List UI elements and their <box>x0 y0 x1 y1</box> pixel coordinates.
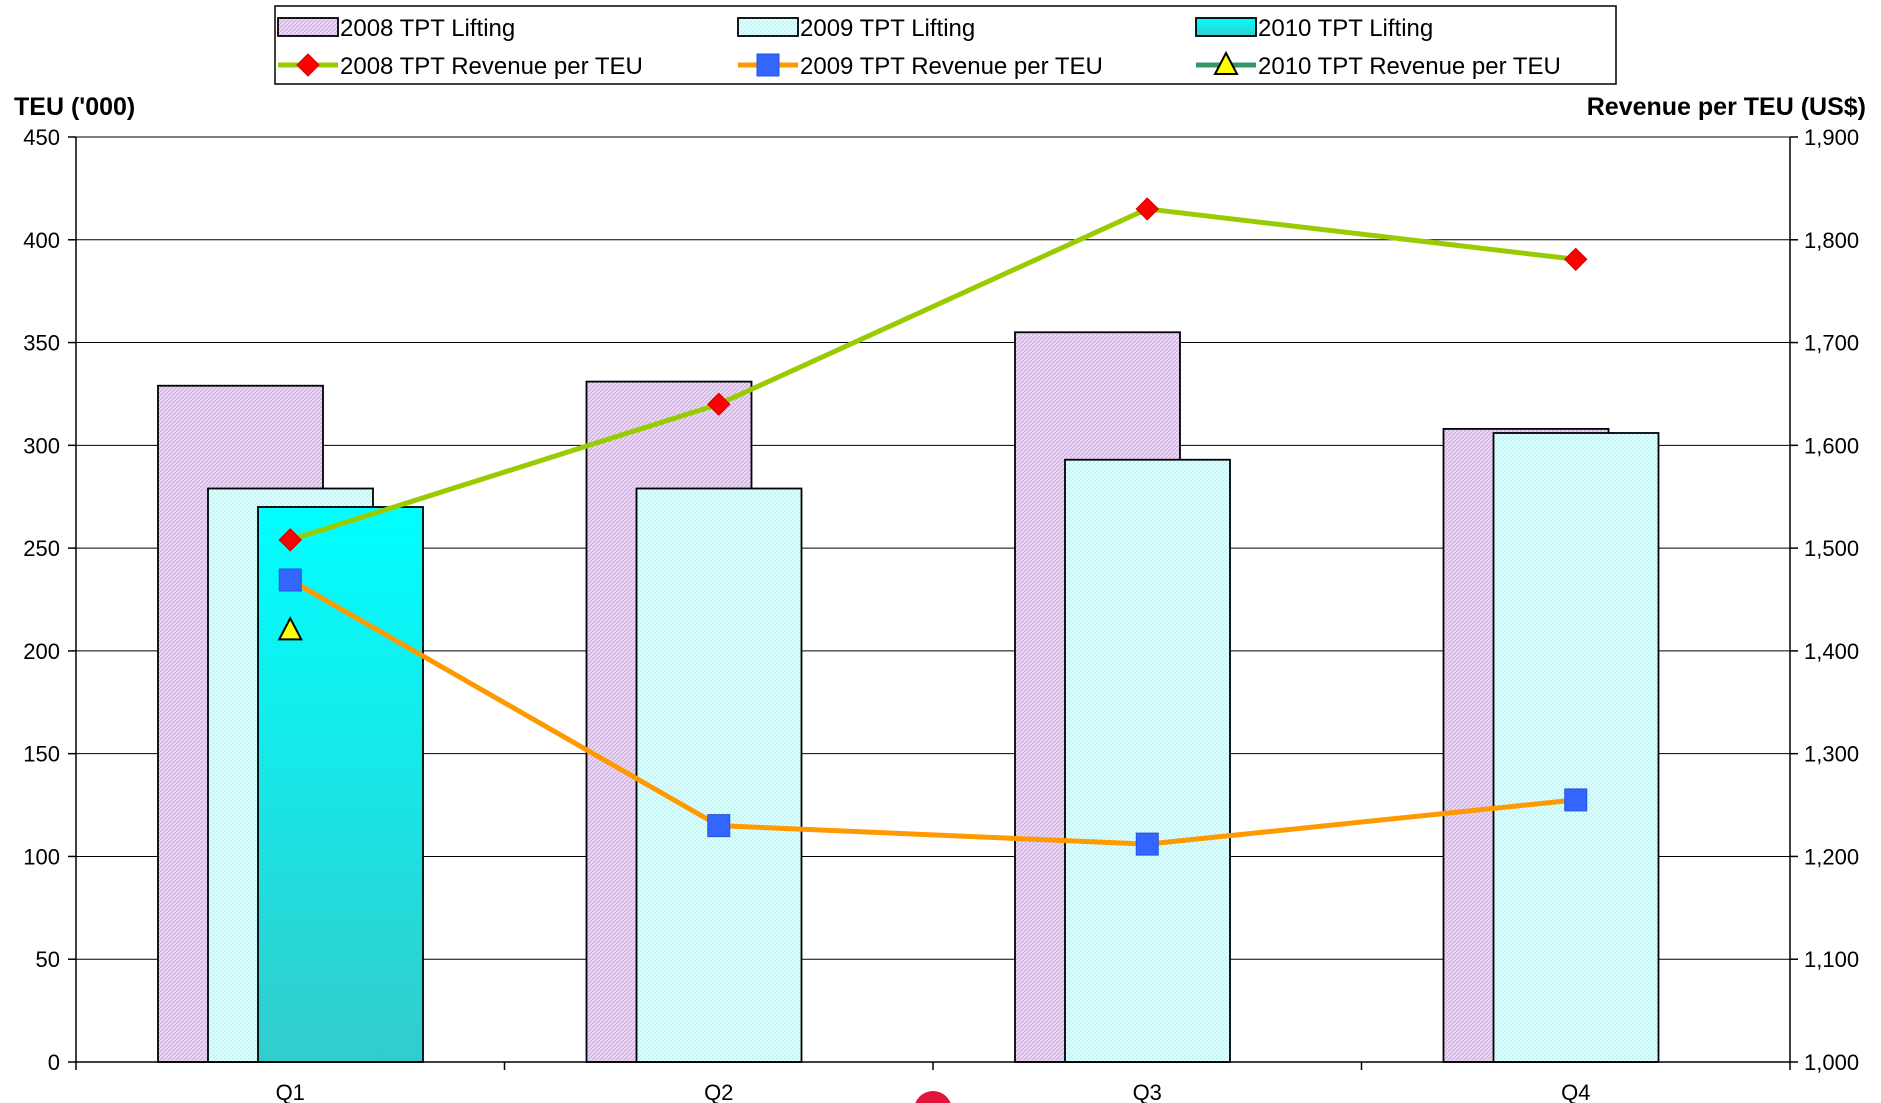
legend-swatch <box>737 17 799 37</box>
point <box>707 814 731 838</box>
point <box>296 53 320 77</box>
cursor-dot <box>915 1091 951 1103</box>
y-left-tick-label: 50 <box>36 947 60 972</box>
y-left-tick-label: 200 <box>23 639 60 664</box>
y-left-tick-label: 150 <box>23 742 60 767</box>
y-left-tick-label: 0 <box>48 1050 60 1075</box>
point <box>1564 788 1588 812</box>
y-left-axis-title: TEU ('000) <box>14 93 135 121</box>
y-right-tick-label: 1,900 <box>1804 125 1859 150</box>
y-right-tick-label: 1,700 <box>1804 331 1859 356</box>
bar <box>1492 432 1660 1063</box>
category-label: Q2 <box>704 1080 733 1103</box>
tick-labels: 0 50 100 150 200 250 300 350 400 450 1,000 1,100 1,2… <box>23 125 1859 1103</box>
plot-area: 0 50 100 150 200 250 300 350 400 450 1,000 1,100 1,2… <box>23 125 1859 1103</box>
point <box>1135 197 1159 221</box>
category-label: Q1 <box>276 1080 305 1103</box>
legend-label: 2010 TPT Revenue per TEU <box>1258 53 1561 80</box>
y-right-tick-label: 1,400 <box>1804 639 1859 664</box>
category-label: Q4 <box>1561 1080 1590 1103</box>
y-right-tick-label: 1,600 <box>1804 433 1859 458</box>
point <box>277 616 303 641</box>
y-right-axis-title: Revenue per TEU (US$) <box>1587 93 1866 121</box>
legend-label: 2008 TPT Lifting <box>340 15 515 42</box>
y-right-tick-label: 1,500 <box>1804 536 1859 561</box>
legend-swatch <box>1195 17 1257 37</box>
axes <box>68 136 1798 1070</box>
series-line <box>289 577 1577 847</box>
point <box>1135 832 1159 856</box>
point <box>707 392 731 416</box>
legend-label: 2008 TPT Revenue per TEU <box>340 53 643 80</box>
legend-label: 2009 TPT Revenue per TEU <box>800 53 1103 80</box>
y-right-tick-label: 1,800 <box>1804 228 1859 253</box>
lines <box>277 197 1588 856</box>
y-left-tick-label: 450 <box>23 125 60 150</box>
y-left-tick-label: 350 <box>23 331 60 356</box>
y-left-tick-label: 100 <box>23 844 60 869</box>
y-right-tick-label: 1,200 <box>1804 844 1859 869</box>
point <box>1213 50 1239 75</box>
point <box>278 528 302 552</box>
y-right-tick-label: 1,100 <box>1804 947 1859 972</box>
point <box>278 568 302 592</box>
y-left-tick-label: 300 <box>23 433 60 458</box>
category-label: Q3 <box>1133 1080 1162 1103</box>
bars <box>157 331 1660 1063</box>
bar <box>635 487 803 1063</box>
legend-label: 2010 TPT Lifting <box>1258 15 1433 42</box>
legend: 2008 TPT Lifting 2009 TPT Lifting 2010 TPT… <box>274 5 1617 85</box>
bar <box>1064 458 1231 1063</box>
point <box>756 53 780 77</box>
y-right-tick-label: 1,300 <box>1804 742 1859 767</box>
point <box>1564 247 1588 272</box>
y-right-tick-label: 1,000 <box>1804 1050 1859 1075</box>
legend-label: 2009 TPT Lifting <box>800 15 975 42</box>
legend-swatch <box>277 17 339 37</box>
legend-frame <box>274 5 1617 85</box>
y-left-tick-label: 250 <box>23 536 60 561</box>
series-line <box>289 206 1577 543</box>
y-left-tick-label: 400 <box>23 228 60 253</box>
